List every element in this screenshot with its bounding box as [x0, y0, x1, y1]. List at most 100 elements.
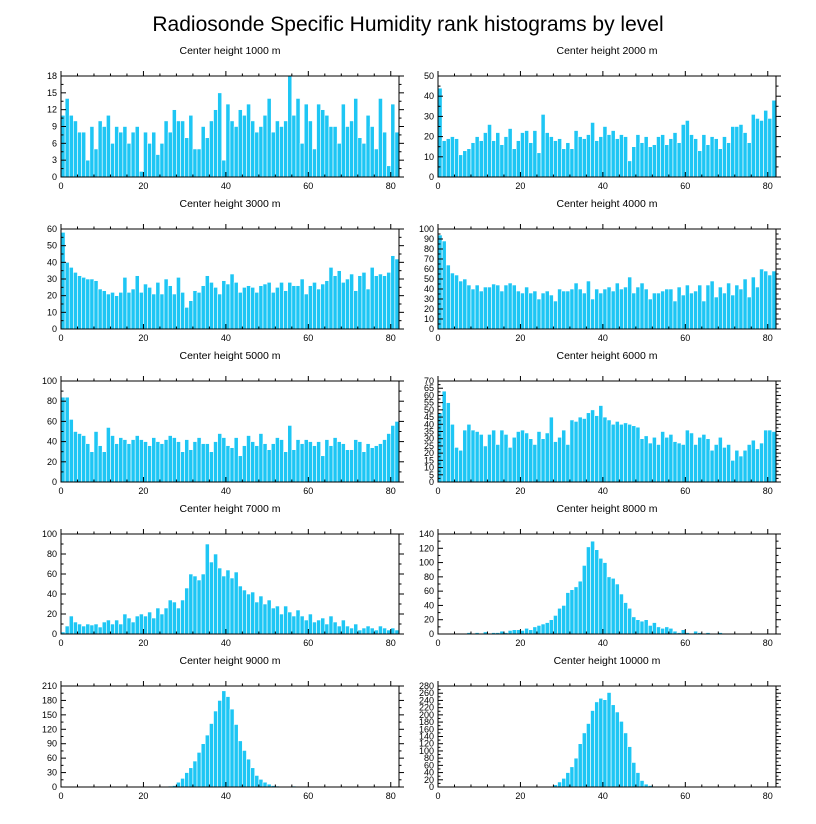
bar	[221, 437, 227, 483]
bar	[365, 114, 371, 178]
bar	[577, 580, 583, 635]
bar	[689, 292, 694, 330]
bar	[573, 586, 579, 635]
y-tick-label: 0	[52, 172, 57, 182]
y-tick-label: 90	[47, 739, 57, 749]
bar	[101, 126, 107, 178]
bar	[345, 625, 350, 635]
x-tick-label: 60	[303, 791, 313, 801]
bar	[258, 595, 264, 635]
bar	[553, 300, 558, 330]
bar	[656, 444, 661, 483]
y-tick-label: 70	[424, 254, 434, 264]
bar	[478, 434, 484, 483]
x-tick-label: 80	[763, 486, 773, 496]
bar	[499, 429, 505, 483]
y-tick-label: 10	[424, 152, 434, 162]
bar	[246, 285, 251, 330]
panel-title: Center height 7000 m	[180, 503, 281, 515]
bar	[151, 293, 157, 330]
bar	[365, 443, 371, 483]
bar	[652, 144, 657, 178]
bar	[581, 292, 587, 330]
bar	[676, 142, 682, 178]
bar	[594, 415, 600, 483]
x-tick-label: 20	[138, 791, 148, 801]
bar	[89, 624, 95, 635]
bar	[262, 603, 268, 635]
bar	[652, 292, 657, 330]
bar	[357, 137, 363, 178]
bar	[466, 284, 472, 330]
bar	[184, 587, 190, 635]
bar	[134, 126, 140, 178]
bar	[353, 98, 359, 178]
x-tick-label: 20	[138, 181, 148, 191]
bar	[548, 294, 554, 330]
bar	[561, 605, 567, 635]
bar	[217, 433, 223, 483]
bar	[602, 562, 608, 635]
bar	[60, 114, 66, 178]
y-tick-label: 10	[47, 307, 57, 317]
y-tick-label: 60	[424, 760, 434, 770]
bar	[491, 283, 497, 330]
bar	[126, 143, 132, 178]
bar	[357, 629, 363, 635]
bar	[394, 258, 400, 330]
bar	[171, 293, 177, 330]
bar	[308, 285, 313, 330]
bar	[204, 137, 210, 178]
bar	[184, 137, 190, 178]
bar	[246, 593, 251, 635]
bar	[308, 441, 313, 483]
bar	[283, 451, 289, 483]
bar	[540, 292, 546, 330]
bar	[742, 132, 748, 178]
bar	[93, 623, 99, 635]
bar	[602, 416, 608, 483]
bar	[528, 142, 534, 178]
y-tick-label: 40	[424, 419, 434, 429]
bar	[717, 148, 723, 178]
bar	[680, 629, 686, 635]
bar	[668, 288, 674, 330]
bar	[200, 285, 206, 330]
bar	[598, 697, 604, 788]
bar	[524, 286, 529, 330]
bar	[303, 439, 309, 483]
bar	[250, 287, 256, 330]
y-tick-label: 40	[424, 600, 434, 610]
y-tick-label: 60	[47, 569, 57, 579]
bar	[365, 625, 371, 635]
bar	[242, 114, 247, 178]
bar	[627, 276, 633, 330]
bar	[180, 451, 185, 483]
bar	[548, 136, 554, 178]
y-tick-label: 45	[424, 412, 434, 422]
bar	[213, 710, 218, 788]
bar	[180, 120, 185, 178]
bar	[520, 630, 525, 635]
bar	[378, 443, 383, 483]
bar	[163, 278, 169, 330]
panel-10: Center height 10000 m0 20 40 60 800204060801…	[419, 655, 781, 801]
bar	[639, 282, 645, 330]
bar	[454, 138, 459, 178]
bar	[225, 445, 231, 483]
bar	[639, 620, 645, 635]
bar	[324, 439, 330, 483]
bar	[619, 593, 624, 635]
bar	[299, 443, 305, 483]
bar	[328, 126, 334, 178]
bar	[627, 607, 633, 635]
y-tick-label: 70	[424, 376, 434, 386]
x-tick-label: 80	[763, 181, 773, 191]
bar	[279, 613, 284, 635]
bar	[693, 290, 698, 330]
bar	[332, 126, 338, 178]
bar	[196, 437, 202, 483]
bar	[668, 434, 674, 483]
bar	[466, 148, 472, 178]
panel-title: Center height 4000 m	[557, 198, 658, 210]
